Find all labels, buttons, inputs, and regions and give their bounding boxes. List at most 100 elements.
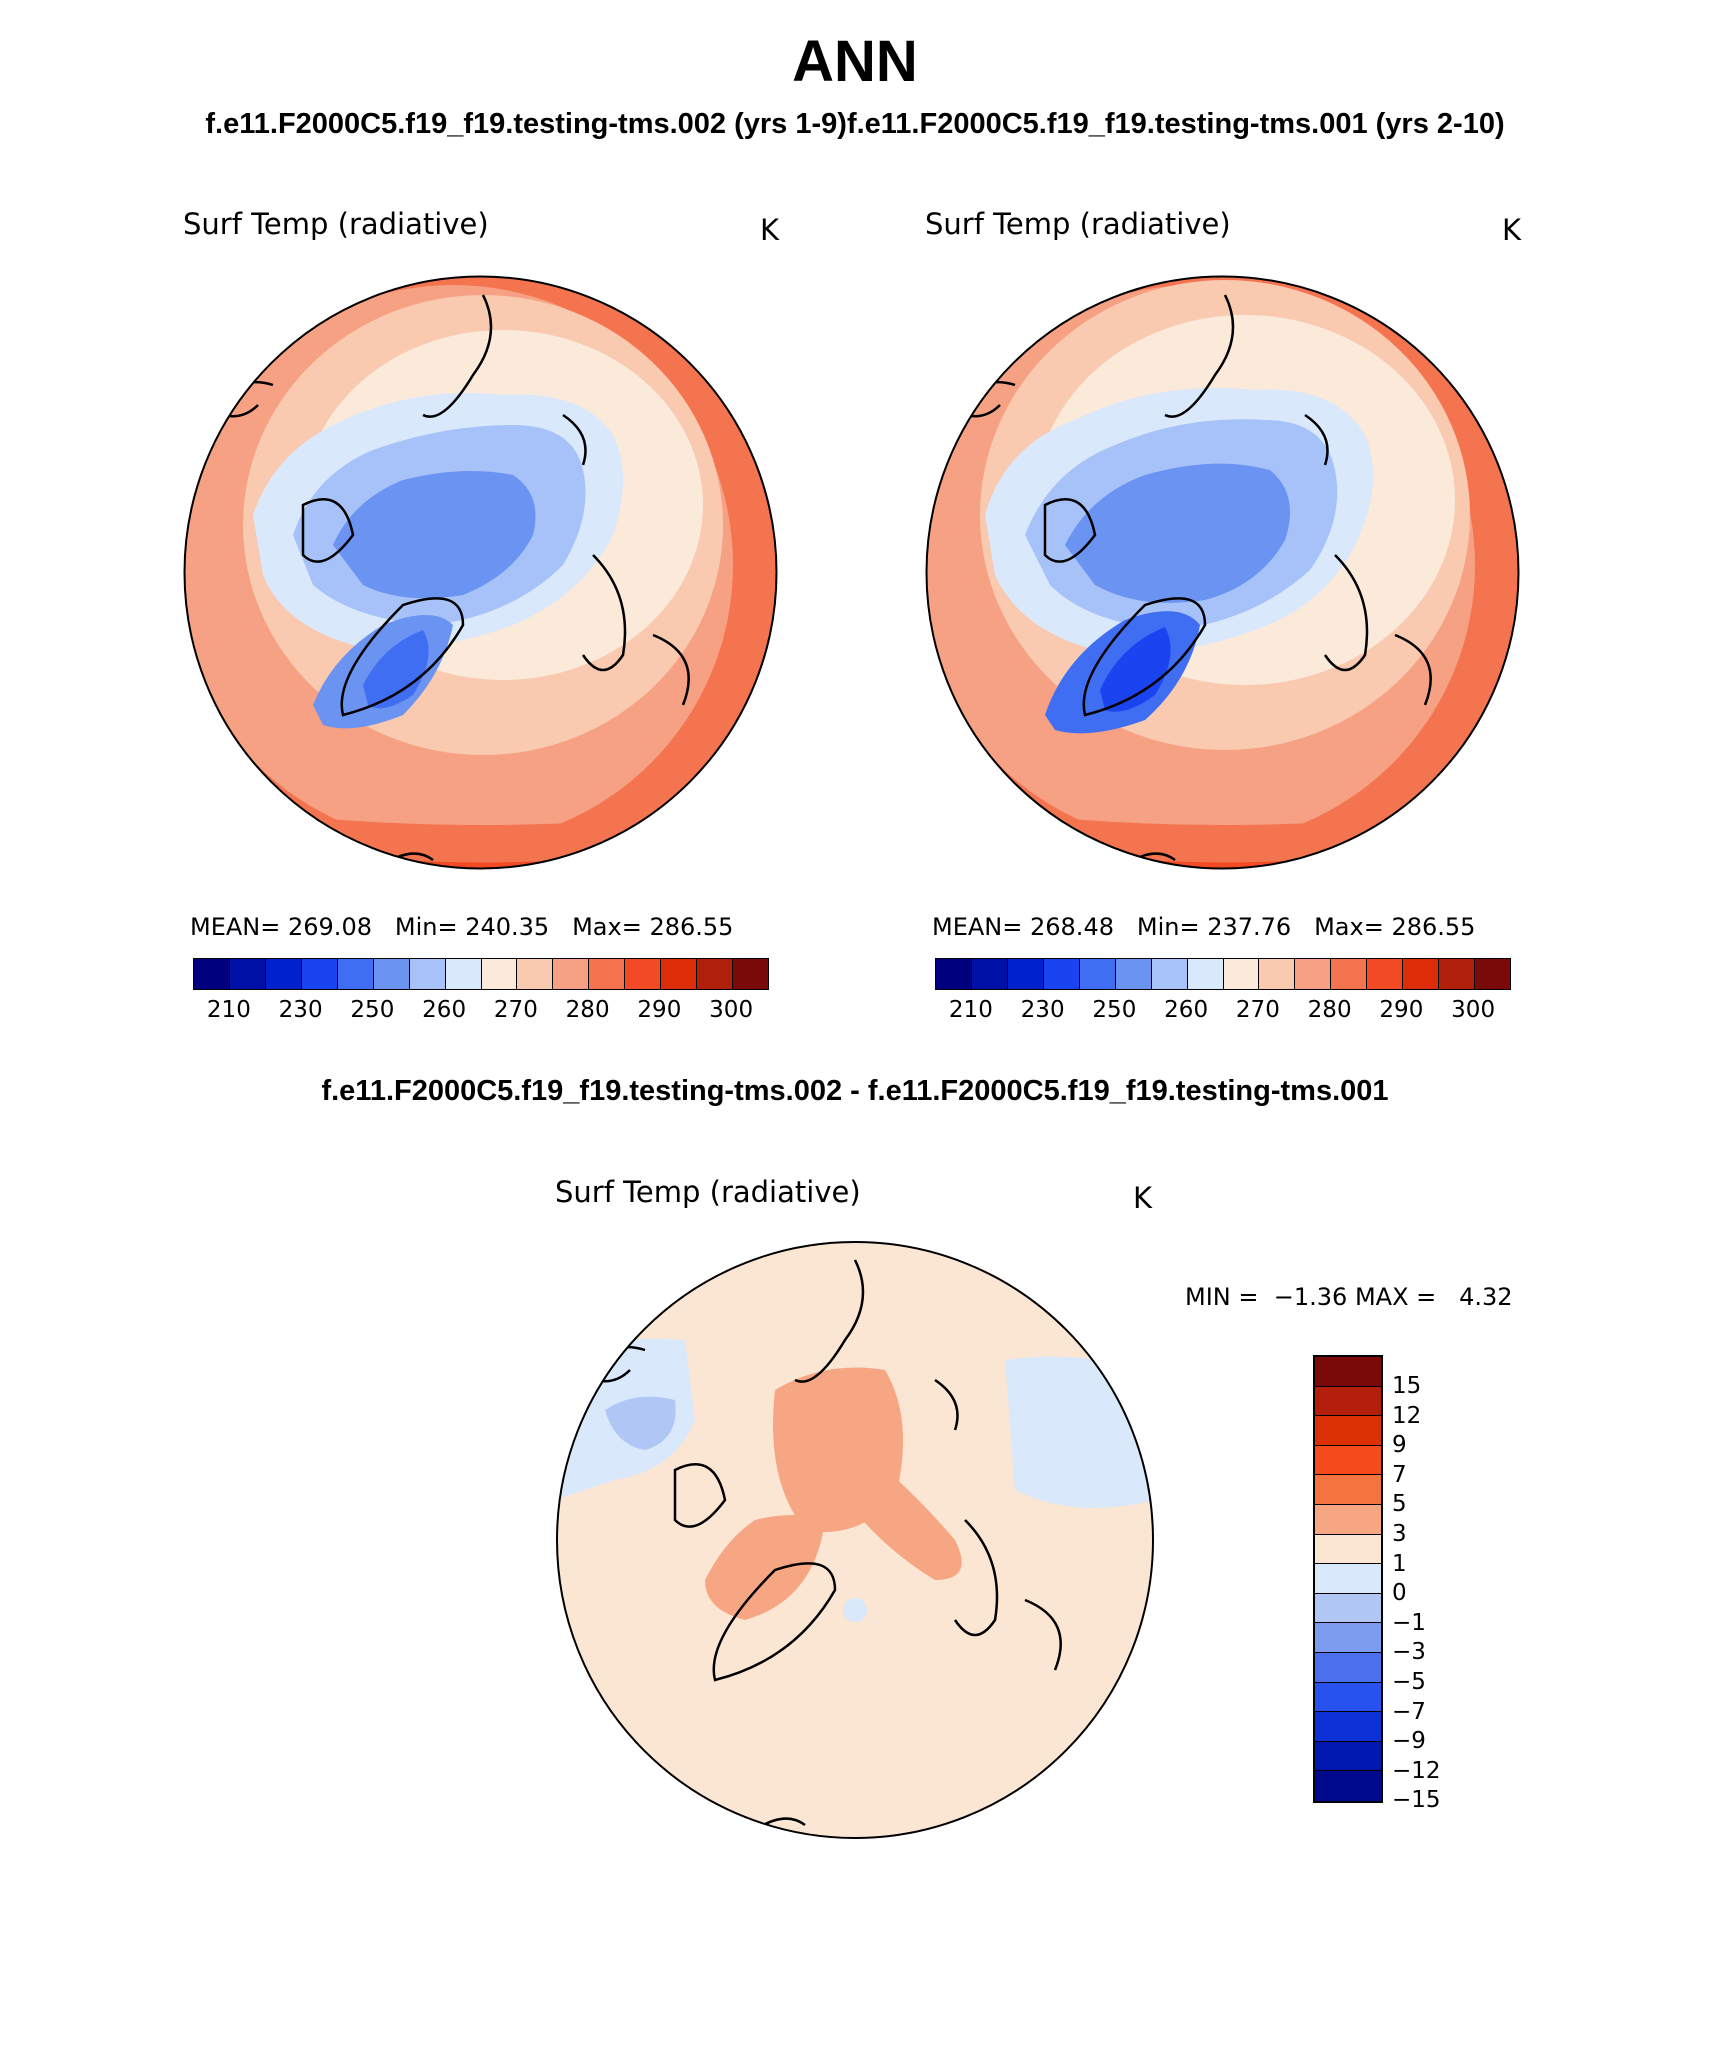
- colorbar-tick-label: −15: [1392, 1787, 1441, 1814]
- colorbar-swatch: [517, 959, 554, 989]
- colorbar-tick-label: −7: [1392, 1698, 1426, 1725]
- panel2-min-label: Min=: [1136, 913, 1200, 941]
- colorbar-tick-label: 210: [206, 997, 251, 1023]
- colorbar-swatch: [229, 959, 266, 989]
- colorbar-swatch: [337, 959, 374, 989]
- panel2-colorbar: [935, 958, 1511, 990]
- colorbar-tick-label: −12: [1392, 1757, 1441, 1784]
- diff-colorbar-ticks: 15 12 9 7 5 3 1 0 −1 −3 −5 −7 −9 −12 −15: [1392, 1355, 1472, 1813]
- panel1-polar-map: [183, 275, 778, 870]
- panel1-max-label: Max=: [572, 913, 642, 941]
- colorbar-swatch: [1115, 959, 1152, 989]
- colorbar-tick-label: 280: [1307, 997, 1352, 1023]
- colorbar-tick-label: 300: [1451, 997, 1496, 1023]
- colorbar-tick-label: −3: [1392, 1639, 1426, 1666]
- colorbar-swatch: [409, 959, 446, 989]
- colorbar-swatch: [1315, 1504, 1381, 1535]
- panel2-min: 237.76: [1207, 913, 1292, 941]
- colorbar-swatch: [1315, 1357, 1381, 1387]
- colorbar-swatch: [373, 959, 410, 989]
- colorbar-swatch: [1403, 959, 1440, 989]
- diff-max: 4.32: [1459, 1283, 1513, 1311]
- colorbar-swatch: [445, 959, 482, 989]
- colorbar-tick-label: 270: [493, 997, 538, 1023]
- colorbar-swatch: [301, 959, 338, 989]
- colorbar-tick-label: 280: [565, 997, 610, 1023]
- colorbar-tick-label: −9: [1392, 1728, 1426, 1755]
- panel2-max-label: Max=: [1314, 913, 1384, 941]
- colorbar-swatch: [1315, 1741, 1381, 1772]
- colorbar-swatch: [733, 959, 768, 989]
- colorbar-swatch: [625, 959, 662, 989]
- colorbar-swatch: [1331, 959, 1368, 989]
- colorbar-tick-label: 1: [1392, 1550, 1407, 1577]
- colorbar-swatch: [1295, 959, 1332, 989]
- colorbar-tick-label: 270: [1235, 997, 1280, 1023]
- colorbar-swatch: [971, 959, 1008, 989]
- colorbar-swatch: [1315, 1593, 1381, 1624]
- diff-colorbar: [1313, 1355, 1383, 1803]
- colorbar-swatch: [1007, 959, 1044, 989]
- panel2-units: K: [1502, 213, 1522, 247]
- colorbar-swatch: [1315, 1682, 1381, 1713]
- colorbar-tick-label: 300: [709, 997, 754, 1023]
- diff-polar-map: [556, 1241, 1154, 1839]
- panel1-mean-label: MEAN=: [190, 913, 281, 941]
- colorbar-swatch: [1315, 1534, 1381, 1565]
- panel2-max: 286.55: [1391, 913, 1476, 941]
- subtitle-right: f.e11.F2000C5.f19_f19.testing-tms.001 (y…: [846, 108, 1505, 140]
- diff-title: f.e11.F2000C5.f19_f19.testing-tms.002 - …: [321, 1075, 1389, 1107]
- colorbar-tick-label: 250: [1092, 997, 1137, 1023]
- panel2-stats: MEAN= 268.48 Min= 237.76 Max= 286.55: [932, 913, 1475, 941]
- colorbar-swatch: [697, 959, 734, 989]
- colorbar-swatch: [1315, 1712, 1381, 1742]
- panel1-colorbar: [193, 958, 769, 990]
- panel2-variable: Surf Temp (radiative): [925, 207, 1231, 241]
- colorbar-swatch: [265, 959, 302, 989]
- colorbar-tick-label: 7: [1392, 1461, 1407, 1488]
- colorbar-swatch: [1315, 1623, 1381, 1653]
- colorbar-tick-label: 290: [1379, 997, 1424, 1023]
- colorbar-swatch: [1475, 959, 1510, 989]
- panel2-mean: 268.48: [1030, 913, 1114, 941]
- colorbar-swatch: [1079, 959, 1116, 989]
- colorbar-swatch: [194, 959, 230, 989]
- diff-min: −1.36: [1273, 1283, 1348, 1311]
- colorbar-swatch: [1187, 959, 1224, 989]
- colorbar-tick-label: 0: [1392, 1580, 1407, 1607]
- colorbar-swatch: [1043, 959, 1080, 989]
- colorbar-swatch: [553, 959, 590, 989]
- colorbar-tick-label: 15: [1392, 1373, 1422, 1399]
- colorbar-tick-label: 5: [1392, 1491, 1407, 1518]
- colorbar-swatch: [1315, 1652, 1381, 1683]
- colorbar-tick-label: 230: [278, 997, 323, 1023]
- colorbar-swatch: [1315, 1386, 1381, 1417]
- diff-min-label: MIN =: [1185, 1283, 1259, 1311]
- colorbar-tick-label: 210: [948, 997, 993, 1023]
- colorbar-swatch: [936, 959, 972, 989]
- panel1-min-label: Min=: [394, 913, 458, 941]
- colorbar-swatch: [1367, 959, 1404, 989]
- panel1-colorbar-ticks: 210 230 250 260 270 280 290 300: [193, 997, 767, 1027]
- colorbar-tick-label: 290: [637, 997, 682, 1023]
- panel2-polar-map: [925, 275, 1520, 870]
- subtitle-left: f.e11.F2000C5.f19_f19.testing-tms.002 (y…: [205, 108, 847, 140]
- diff-units: K: [1133, 1181, 1153, 1215]
- colorbar-tick-label: 12: [1392, 1402, 1422, 1429]
- panel1-stats: MEAN= 269.08 Min= 240.35 Max= 286.55: [190, 913, 733, 941]
- panel1-variable: Surf Temp (radiative): [183, 207, 489, 241]
- colorbar-swatch: [1151, 959, 1188, 989]
- colorbar-swatch: [1315, 1445, 1381, 1476]
- colorbar-swatch: [1315, 1416, 1381, 1446]
- colorbar-swatch: [1439, 959, 1476, 989]
- diff-max-label: MAX =: [1354, 1283, 1437, 1311]
- diff-stats: MIN = −1.36 MAX = 4.32: [1185, 1283, 1513, 1311]
- diff-variable: Surf Temp (radiative): [555, 1175, 861, 1209]
- colorbar-tick-label: 3: [1392, 1521, 1407, 1547]
- colorbar-swatch: [661, 959, 698, 989]
- colorbar-tick-label: 250: [350, 997, 395, 1023]
- colorbar-tick-label: −1: [1392, 1609, 1426, 1636]
- colorbar-swatch: [481, 959, 518, 989]
- colorbar-swatch: [1315, 1564, 1381, 1594]
- colorbar-swatch: [1315, 1771, 1381, 1801]
